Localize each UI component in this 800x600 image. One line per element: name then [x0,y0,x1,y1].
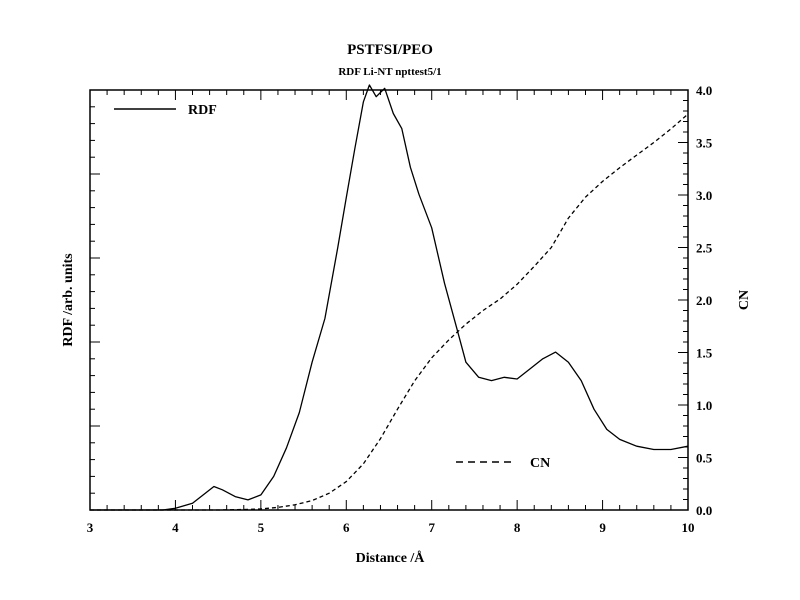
right-tick-label: 1.0 [696,398,712,413]
x-axis-label: Distance /Å [356,550,426,566]
right-tick-label: 0.0 [696,503,712,518]
right-tick-label: 3.5 [696,136,713,151]
right-tick-label: 0.5 [696,451,713,466]
plot-frame [89,89,689,511]
x-tick-label: 10 [682,520,695,535]
plot-area-border [89,89,689,511]
chart-subtitle: RDF Li-NT npttest5/1 [338,66,441,78]
right-tick-label: 3.0 [696,188,712,203]
x-tick-label: 7 [428,520,435,535]
right-tick-label: 4.0 [696,83,712,98]
x-tick-label: 8 [514,520,521,535]
right-axis-ticks: 0.0 0.5 1.0 1.5 2.0 2.5 3.0 3.5 4.0 [678,83,713,518]
x-tick-label: 5 [258,520,265,535]
right-axis-label: CN [737,290,752,310]
cn-line [90,113,689,511]
x-tick-label: 9 [599,520,606,535]
legend-rdf: RDF [114,103,217,118]
right-tick-label: 1.5 [696,346,713,361]
right-tick-label: 2.5 [696,241,713,256]
chart-title: PSTFSI/PEO [347,42,433,58]
x-axis-ticks: 3 4 5 6 7 8 9 10 [87,90,695,535]
legend-rdf-label: RDF [188,103,217,118]
x-tick-label: 6 [343,520,350,535]
x-tick-label: 3 [87,520,94,535]
left-axis-ticks [90,89,100,511]
rdf-line [90,84,689,511]
series-layer [90,84,689,511]
x-tick-label: 4 [172,520,179,535]
left-axis-label: RDF /arb. units [61,253,76,347]
right-tick-label: 2.0 [696,293,712,308]
legend-cn: CN [456,456,550,471]
legend-cn-label: CN [530,456,550,471]
